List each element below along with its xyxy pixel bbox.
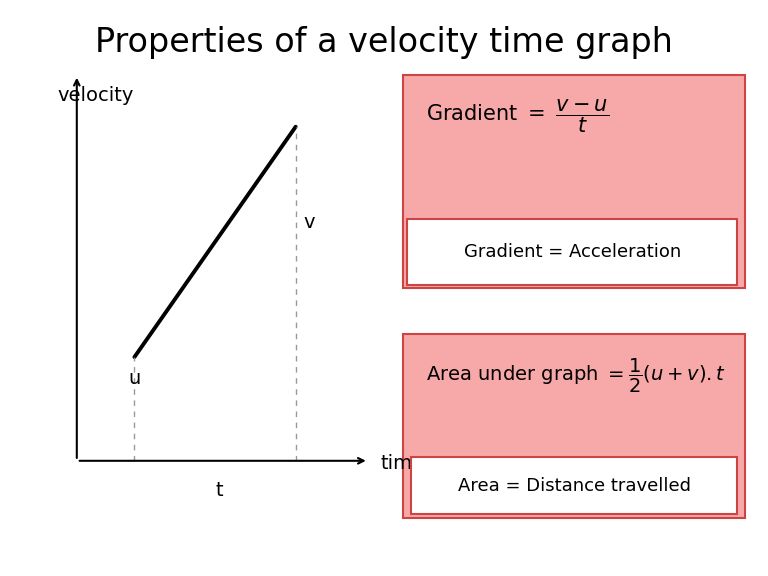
FancyBboxPatch shape [403, 334, 745, 518]
FancyBboxPatch shape [403, 75, 745, 288]
Text: v: v [303, 213, 315, 232]
Text: Area = Distance travelled: Area = Distance travelled [458, 476, 690, 495]
FancyBboxPatch shape [407, 219, 737, 285]
Text: Gradient = Acceleration: Gradient = Acceleration [464, 243, 680, 261]
Text: Area under graph $= \dfrac{1}{2}(u + v).t$: Area under graph $= \dfrac{1}{2}(u + v).… [426, 357, 727, 395]
Text: Gradient $= \ \dfrac{v - u}{t}$: Gradient $= \ \dfrac{v - u}{t}$ [426, 98, 609, 135]
Text: time: time [380, 454, 424, 473]
Text: u: u [128, 369, 141, 388]
Text: Properties of a velocity time graph: Properties of a velocity time graph [95, 26, 673, 59]
Text: t: t [215, 481, 223, 500]
FancyBboxPatch shape [411, 457, 737, 514]
Text: velocity: velocity [58, 86, 134, 105]
